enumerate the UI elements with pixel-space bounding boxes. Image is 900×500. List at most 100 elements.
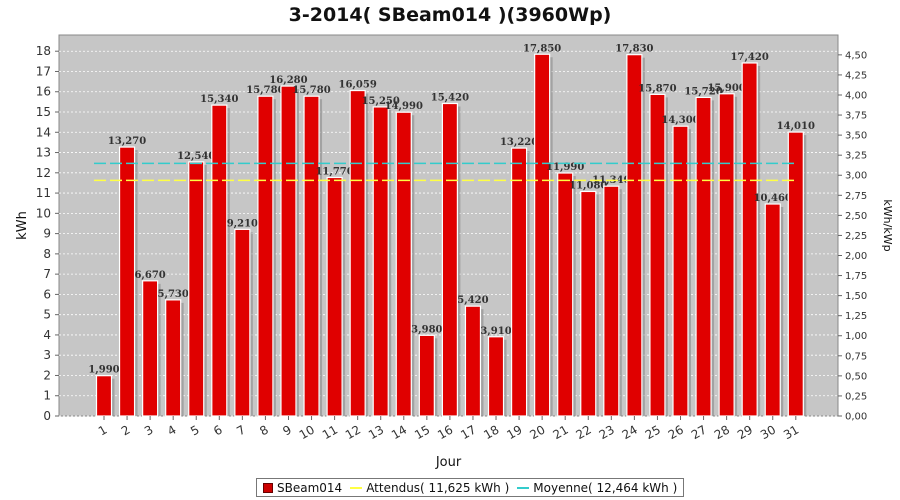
x-tick-label: 8 xyxy=(257,422,271,438)
x-tick-label: 15 xyxy=(412,422,432,442)
bar-data-label: 9,210 xyxy=(227,218,258,229)
bar xyxy=(118,146,136,417)
legend-item-moyenne: Moyenne( 12,464 kWh ) xyxy=(517,481,677,495)
x-tick-label: 29 xyxy=(735,422,755,442)
y-tick-label: 7 xyxy=(43,267,51,281)
legend: SBeam014 Attendus( 11,625 kWh ) Moyenne(… xyxy=(256,478,685,497)
y2-tick-label: 0,50 xyxy=(845,371,867,382)
y-tick-label: 11 xyxy=(36,186,51,200)
bar xyxy=(695,96,712,417)
x-tick-label: 17 xyxy=(458,422,478,442)
x-tick-label: 22 xyxy=(574,422,594,442)
bar xyxy=(280,85,297,417)
bar-data-label: 13,220 xyxy=(500,137,538,148)
bar xyxy=(649,93,666,417)
y2-tick-label: 3,00 xyxy=(845,171,867,182)
bar-data-label: 11,990 xyxy=(546,162,584,173)
bar xyxy=(95,375,113,417)
y2-tick-label: 4,00 xyxy=(845,90,867,101)
legend-swatch-sbeam xyxy=(263,482,273,493)
bar-data-label: 14,010 xyxy=(777,121,815,132)
y-tick-label: 5 xyxy=(43,308,51,322)
bar xyxy=(464,305,482,417)
y-tick-label: 0 xyxy=(43,409,51,423)
bar xyxy=(372,106,389,417)
y2-tick-label: 2,25 xyxy=(845,231,867,242)
bar xyxy=(395,111,412,417)
y2-tick-label: 4,25 xyxy=(845,70,867,81)
x-tick-label: 31 xyxy=(781,422,801,442)
y-tick-label: 12 xyxy=(36,166,51,180)
y2-tick-label: 1,75 xyxy=(845,271,867,282)
bar-data-label: 15,870 xyxy=(638,83,676,94)
x-tick-label: 14 xyxy=(389,422,409,442)
bar-data-label: 17,850 xyxy=(523,43,561,54)
bar xyxy=(418,334,435,417)
bar xyxy=(441,102,458,417)
y2-axis-title: kWh/kWp xyxy=(881,199,894,251)
bar-data-label: 13,270 xyxy=(108,136,146,147)
bar-data-label: 15,420 xyxy=(431,92,469,103)
bar-data-label: 15,900 xyxy=(707,83,745,94)
legend-label-moyenne: Moyenne( 12,464 kWh ) xyxy=(533,480,678,495)
bar-data-label: 15,250 xyxy=(362,96,400,107)
bar xyxy=(188,161,205,417)
y2-tick-label: 4,50 xyxy=(845,50,867,61)
x-tick-label: 20 xyxy=(527,422,547,442)
x-tick-label: 1 xyxy=(96,422,110,438)
bar-data-label: 14,300 xyxy=(661,115,699,126)
bar xyxy=(487,336,505,417)
x-tick-label: 30 xyxy=(758,422,778,442)
x-tick-label: 5 xyxy=(188,422,202,438)
bar xyxy=(303,95,320,417)
bar xyxy=(257,95,274,417)
x-tick-label: 24 xyxy=(620,422,640,442)
bar xyxy=(534,53,551,417)
bar xyxy=(234,228,251,417)
bar xyxy=(142,280,159,417)
bar xyxy=(580,190,597,417)
bar-data-label: 12,540 xyxy=(177,151,215,162)
y2-tick-label: 2,00 xyxy=(845,251,867,262)
legend-label-attendus: Attendus( 11,625 kWh ) xyxy=(366,480,510,495)
x-tick-label: 21 xyxy=(550,422,570,442)
bar-data-label: 15,780 xyxy=(292,85,330,96)
x-tick-label: 2 xyxy=(119,422,133,438)
bar-data-label: 10,460 xyxy=(754,193,792,204)
x-tick-label: 9 xyxy=(280,422,294,438)
bar-data-label: 17,420 xyxy=(731,52,769,63)
x-tick-label: 23 xyxy=(597,422,617,442)
x-tick-label: 16 xyxy=(435,422,455,442)
x-tick-label: 6 xyxy=(211,422,225,438)
bar xyxy=(672,125,689,417)
bar-data-label: 17,830 xyxy=(615,44,653,55)
legend-label-sbeam: SBeam014 xyxy=(277,480,343,495)
y-axis-title: kWh xyxy=(15,211,30,240)
bar xyxy=(626,54,643,417)
chart-title: 3-2014( SBeam014 )(3960Wp) xyxy=(288,4,612,26)
bar xyxy=(557,172,574,417)
x-tick-label: 27 xyxy=(689,422,709,442)
legend-swatch-attendus xyxy=(350,486,363,489)
x-axis-title: Jour xyxy=(435,455,462,470)
y-tick-label: 13 xyxy=(36,146,51,160)
bar xyxy=(718,93,735,417)
y-tick-label: 4 xyxy=(43,328,51,342)
y-tick-label: 2 xyxy=(43,368,51,382)
y-tick-label: 1 xyxy=(43,389,51,403)
x-tick-label: 25 xyxy=(643,422,663,442)
y2-tick-label: 0,25 xyxy=(845,391,867,402)
bar-data-label: 3,910 xyxy=(480,326,511,337)
y2-tick-label: 3,25 xyxy=(845,151,867,162)
y2-tick-label: 0,00 xyxy=(845,412,867,423)
y2-tick-label: 3,75 xyxy=(845,111,867,122)
y-tick-label: 18 xyxy=(36,44,51,58)
y-tick-label: 3 xyxy=(43,348,51,362)
x-tick-label: 3 xyxy=(142,422,156,438)
bar-data-label: 16,059 xyxy=(339,80,377,91)
x-tick-label: 26 xyxy=(666,422,686,442)
bar xyxy=(165,299,182,417)
y-tick-label: 8 xyxy=(43,247,51,261)
bar xyxy=(326,176,343,417)
bar-data-label: 6,670 xyxy=(134,270,165,281)
